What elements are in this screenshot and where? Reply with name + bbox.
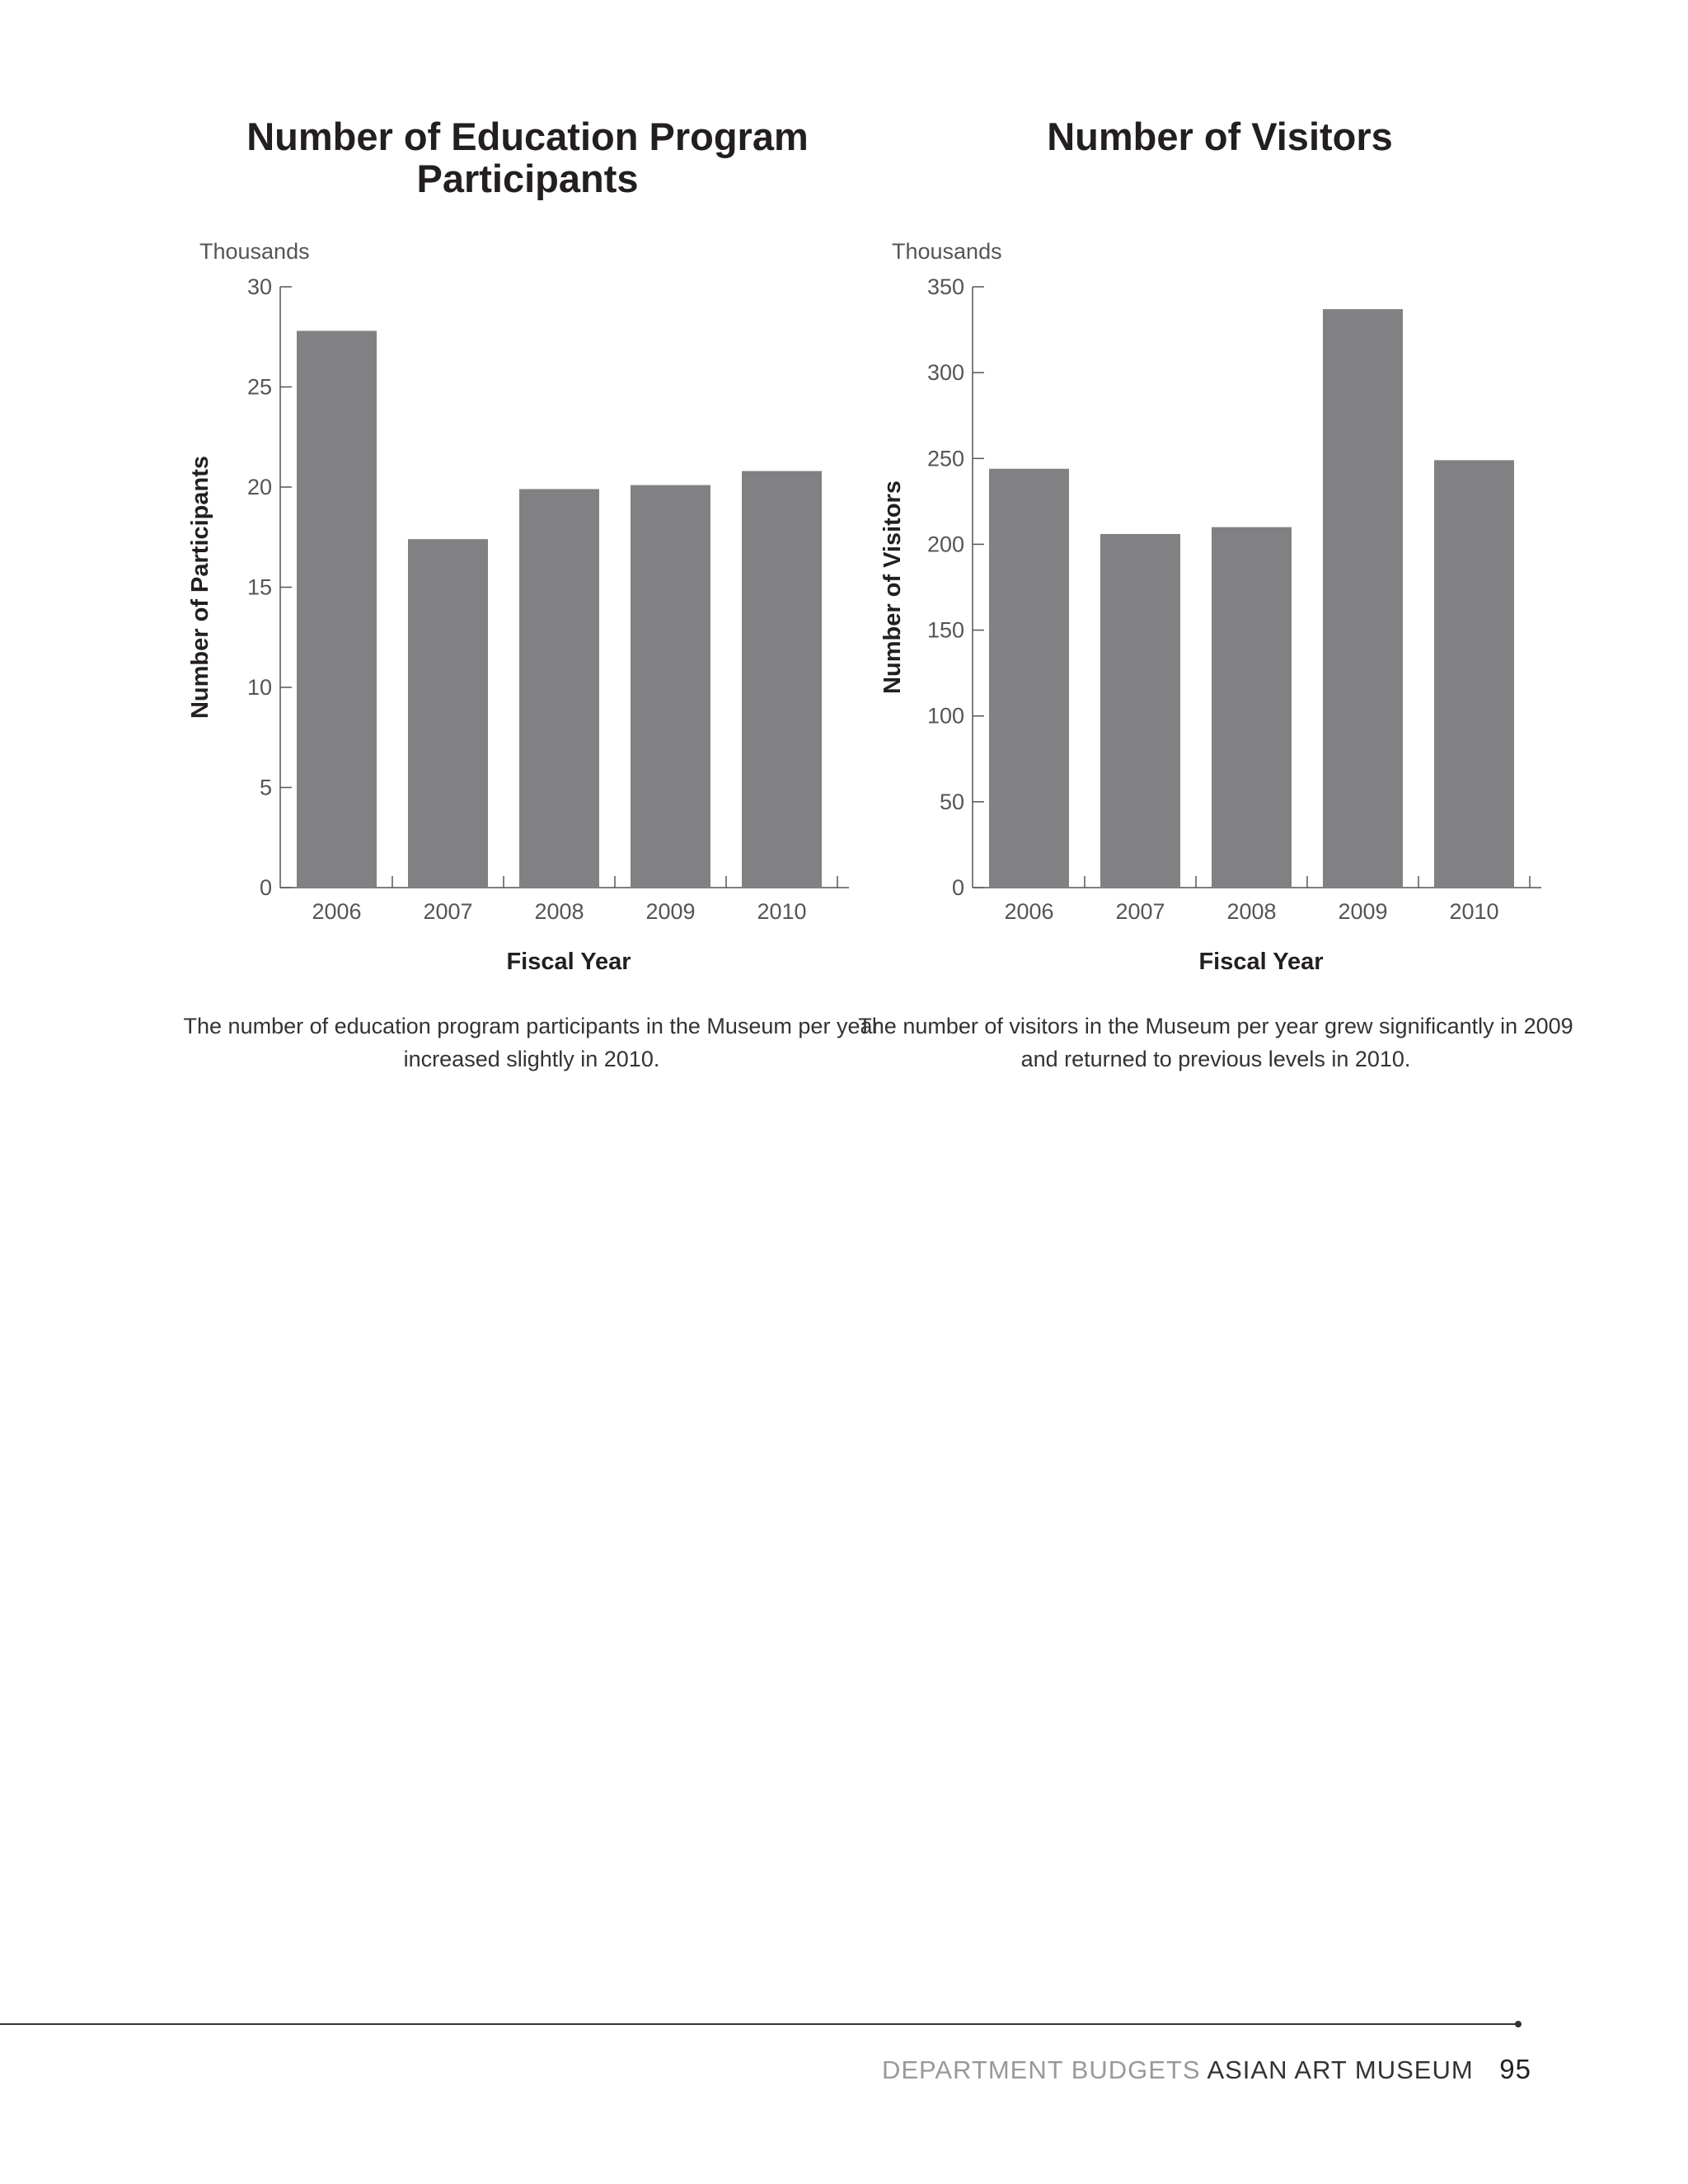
page-footer: DEPARTMENT BUDGETS ASIAN ART MUSEUM 95 bbox=[882, 2054, 1531, 2085]
y-tick-label: 250 bbox=[927, 446, 964, 471]
x-axis-title: Fiscal Year bbox=[1198, 949, 1323, 975]
bar bbox=[989, 469, 1069, 888]
x-tick-label: 2008 bbox=[1226, 899, 1276, 924]
y-tick-label: 50 bbox=[940, 790, 964, 814]
y-tick-label: 15 bbox=[247, 575, 272, 600]
y-tick-label: 30 bbox=[247, 274, 272, 299]
footer-section: DEPARTMENT BUDGETS bbox=[882, 2055, 1201, 2084]
y-tick-label: 0 bbox=[952, 875, 964, 900]
bar bbox=[297, 330, 377, 888]
x-tick-label: 2010 bbox=[757, 899, 806, 924]
x-axis-title: Fiscal Year bbox=[506, 949, 631, 975]
y-tick-label: 5 bbox=[260, 776, 272, 800]
bar bbox=[1323, 309, 1403, 888]
y-axis-title: Number of Visitors bbox=[879, 480, 906, 694]
footer-dot bbox=[1515, 2021, 1522, 2027]
footer-rule bbox=[0, 2023, 1517, 2025]
bar bbox=[519, 489, 599, 888]
bar bbox=[1434, 460, 1514, 888]
chart-caption: The number of education program particip… bbox=[173, 1010, 890, 1076]
y-tick-label: 350 bbox=[927, 274, 964, 299]
chart-title: Number of Visitors bbox=[865, 115, 1574, 157]
chart-plot: Thousands 0 50 100 150 200 250 300 350 2006 2007 20… bbox=[865, 231, 1591, 972]
unit-label: Thousands bbox=[892, 239, 1002, 264]
x-tick-label: 2008 bbox=[534, 899, 584, 924]
y-tick-label: 200 bbox=[927, 532, 964, 556]
page-number: 95 bbox=[1499, 2054, 1531, 2084]
x-tick-label: 2006 bbox=[1004, 899, 1053, 924]
bar bbox=[408, 539, 488, 888]
y-tick-label: 300 bbox=[927, 360, 964, 385]
y-tick-label: 25 bbox=[247, 375, 272, 400]
y-tick-label: 0 bbox=[260, 875, 272, 900]
x-tick-label: 2010 bbox=[1449, 899, 1498, 924]
chart-caption: The number of visitors in the Museum per… bbox=[853, 1010, 1578, 1076]
y-tick-label: 100 bbox=[927, 704, 964, 729]
x-tick-label: 2009 bbox=[645, 899, 695, 924]
chart-education-participants: Number of Education Program Participants… bbox=[173, 115, 915, 1104]
x-tick-label: 2009 bbox=[1338, 899, 1387, 924]
x-tick-label: 2007 bbox=[423, 899, 472, 924]
chart-visitors: Number of Visitors Thousands 0 50 100 150 200… bbox=[865, 115, 1607, 1104]
bar bbox=[631, 485, 710, 888]
y-tick-label: 150 bbox=[927, 618, 964, 643]
x-tick-label: 2007 bbox=[1115, 899, 1165, 924]
chart-plot: Thousands 0 5 10 15 20 25 30 2006 2007 2008 2009 201… bbox=[173, 231, 898, 972]
x-tick-label: 2006 bbox=[312, 899, 361, 924]
y-tick-label: 10 bbox=[247, 675, 272, 700]
unit-label: Thousands bbox=[199, 239, 310, 264]
bar bbox=[1100, 534, 1180, 888]
y-tick-label: 20 bbox=[247, 475, 272, 499]
chart-title: Number of Education Program Participants bbox=[173, 115, 882, 199]
footer-department: ASIAN ART MUSEUM bbox=[1207, 2055, 1473, 2084]
bar bbox=[1212, 527, 1292, 888]
bar bbox=[742, 471, 822, 888]
y-axis-title: Number of Participants bbox=[187, 456, 213, 719]
